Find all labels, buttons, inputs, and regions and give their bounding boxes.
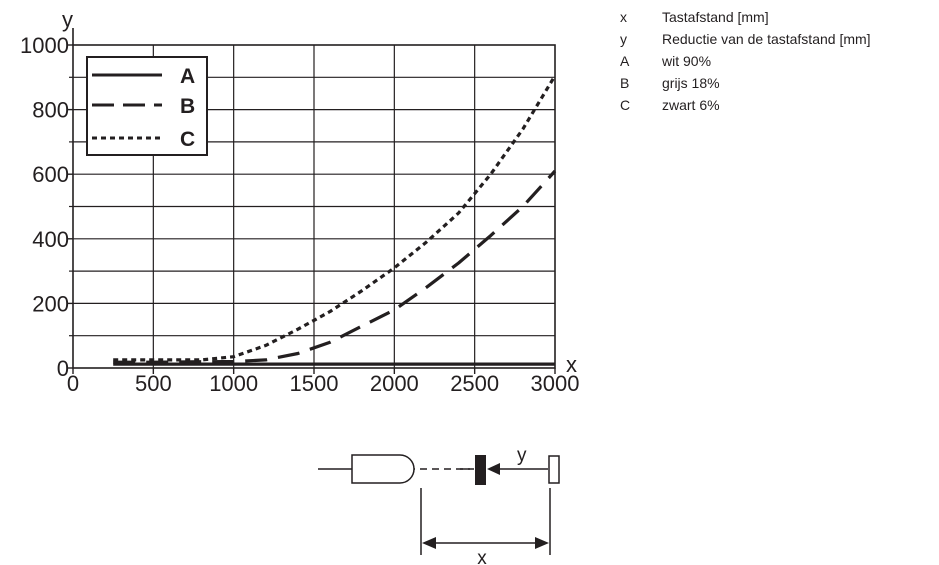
x-arrow-head-left	[422, 537, 436, 549]
diagram-x-label: x	[477, 548, 487, 565]
y-tick-label-0: 0	[57, 356, 69, 381]
x-tick-label-6: 3000	[531, 371, 580, 396]
y-arrow-head	[487, 463, 500, 475]
key-symbol: B	[620, 75, 630, 91]
series-layer	[113, 74, 557, 366]
tick-marks	[67, 44, 556, 374]
tick-labels: 0 500 1000 1500 2000 2500 3000 0 200 400 600 800 100…	[20, 33, 579, 396]
legend-label-b: B	[180, 95, 195, 118]
x-tick-label-2: 1000	[209, 371, 258, 396]
y-tick-label-5: 1000	[20, 33, 69, 58]
y-tick-label-2: 400	[32, 227, 69, 252]
x-tick-label-4: 2000	[370, 371, 419, 396]
key-symbol: C	[620, 97, 631, 113]
series-line-b	[113, 169, 557, 364]
y-tick-label-1: 200	[32, 291, 69, 316]
key-text: zwart 6%	[662, 97, 720, 113]
y-tick-label-3: 600	[32, 162, 69, 187]
key-symbol: y	[620, 31, 627, 47]
reference-object	[548, 455, 560, 484]
key-item-x: x Tastafstand [mm]	[620, 6, 871, 28]
x-tick-label-3: 1500	[290, 371, 339, 396]
x-axis-label: x	[566, 352, 577, 377]
series-line-c	[113, 74, 557, 362]
sensor-diagram: y x	[318, 445, 560, 565]
key-text: wit 90%	[662, 53, 712, 69]
key-item-a: A wit 90%	[620, 50, 871, 72]
key-text: Tastafstand [mm]	[662, 9, 769, 25]
sensor-body	[351, 454, 415, 484]
key-text: grijs 18%	[662, 75, 720, 91]
y-axis-label: y	[62, 7, 73, 32]
key-text: Reductie van de tastafstand [mm]	[662, 31, 871, 47]
x-tick-label-0: 0	[67, 371, 79, 396]
x-tick-label-1: 500	[135, 371, 172, 396]
key-item-b: B grijs 18%	[620, 72, 871, 94]
key-symbol: x	[620, 9, 627, 25]
key-item-c: C zwart 6%	[620, 94, 871, 116]
x-tick-label-5: 2500	[450, 371, 499, 396]
legend-label-c: C	[180, 128, 195, 151]
key-list: x Tastafstand [mm] y Reductie van de tas…	[620, 6, 871, 116]
key-symbol: A	[620, 53, 630, 69]
x-arrow-head-right	[535, 537, 549, 549]
target-object	[475, 455, 486, 485]
diagram-y-label: y	[517, 445, 527, 466]
legend: A B C	[86, 56, 208, 156]
legend-label-a: A	[180, 65, 195, 88]
key-item-y: y Reductie van de tastafstand [mm]	[620, 28, 871, 50]
y-tick-label-4: 800	[32, 98, 69, 123]
